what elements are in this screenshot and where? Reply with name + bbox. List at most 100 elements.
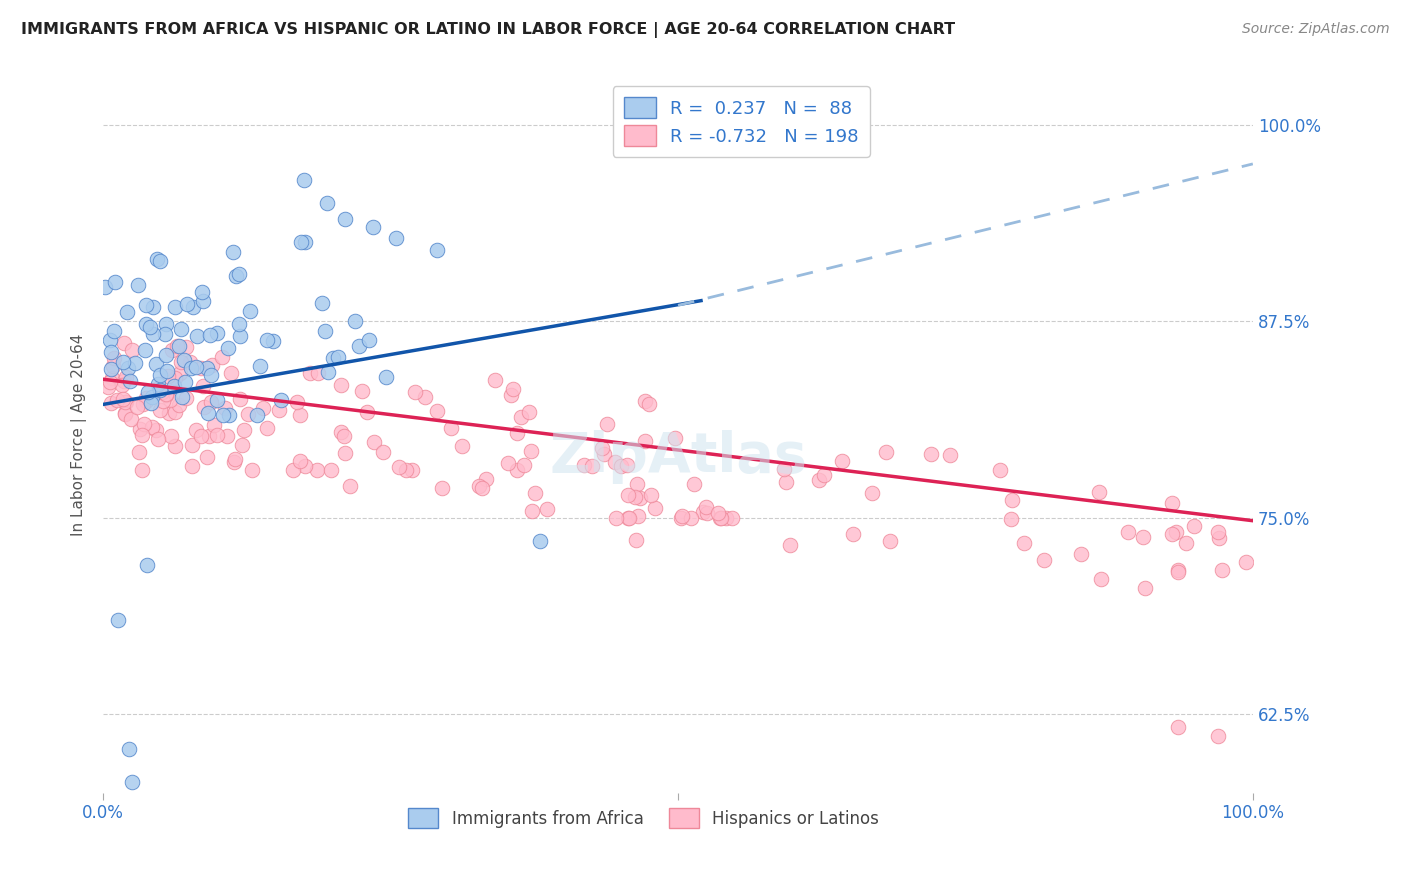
Point bbox=[142, 326, 165, 341]
Point bbox=[111, 392, 134, 406]
Point bbox=[1175, 536, 1198, 550]
Point bbox=[224, 455, 246, 469]
Point bbox=[498, 456, 520, 470]
Point bbox=[875, 445, 897, 459]
Point bbox=[142, 300, 165, 314]
Legend: Immigrants from Africa, Hispanics or Latinos: Immigrants from Africa, Hispanics or Lat… bbox=[402, 802, 886, 834]
Point bbox=[596, 417, 619, 431]
Point bbox=[149, 402, 172, 417]
Point bbox=[505, 425, 527, 440]
Point bbox=[152, 384, 174, 399]
Point bbox=[115, 304, 138, 318]
Point bbox=[121, 774, 143, 789]
Point bbox=[229, 328, 252, 343]
Point bbox=[157, 406, 180, 420]
Point bbox=[240, 463, 263, 477]
Point bbox=[529, 534, 551, 549]
Point bbox=[363, 219, 385, 234]
Point bbox=[117, 361, 139, 376]
Point bbox=[307, 366, 329, 380]
Point bbox=[167, 398, 190, 412]
Point bbox=[773, 462, 796, 476]
Point bbox=[111, 378, 134, 392]
Point bbox=[252, 401, 274, 415]
Point bbox=[1001, 492, 1024, 507]
Point bbox=[363, 434, 385, 449]
Point bbox=[395, 463, 418, 477]
Point bbox=[415, 390, 437, 404]
Point bbox=[474, 472, 496, 486]
Point bbox=[184, 423, 207, 437]
Point bbox=[156, 364, 179, 378]
Point bbox=[120, 374, 142, 388]
Point bbox=[201, 358, 224, 372]
Point bbox=[141, 420, 163, 434]
Point bbox=[121, 343, 143, 358]
Point bbox=[232, 423, 254, 437]
Point bbox=[779, 538, 801, 552]
Point bbox=[574, 458, 596, 472]
Point bbox=[141, 390, 163, 404]
Point bbox=[1160, 527, 1182, 541]
Point bbox=[159, 429, 181, 443]
Point bbox=[679, 510, 702, 524]
Point bbox=[290, 235, 312, 250]
Point bbox=[100, 396, 122, 410]
Point bbox=[205, 393, 228, 408]
Point bbox=[132, 397, 155, 411]
Point bbox=[195, 360, 218, 375]
Point bbox=[664, 430, 686, 444]
Point bbox=[671, 508, 693, 523]
Point bbox=[163, 300, 186, 314]
Point bbox=[624, 491, 647, 505]
Point bbox=[221, 366, 243, 380]
Point bbox=[1208, 729, 1230, 743]
Point bbox=[311, 295, 333, 310]
Point bbox=[307, 463, 329, 477]
Point bbox=[215, 428, 238, 442]
Point bbox=[149, 254, 172, 268]
Point bbox=[195, 450, 218, 464]
Point bbox=[155, 348, 177, 362]
Point bbox=[709, 510, 731, 524]
Point bbox=[1070, 547, 1092, 561]
Point bbox=[131, 463, 153, 477]
Point bbox=[328, 351, 350, 365]
Point bbox=[1133, 582, 1156, 596]
Point bbox=[179, 355, 201, 369]
Point bbox=[176, 341, 198, 355]
Point bbox=[581, 459, 603, 474]
Point bbox=[114, 407, 136, 421]
Point bbox=[322, 351, 344, 365]
Point bbox=[707, 506, 730, 520]
Point bbox=[388, 460, 411, 475]
Point bbox=[616, 488, 638, 502]
Point bbox=[1166, 565, 1188, 579]
Point bbox=[683, 477, 706, 491]
Point bbox=[98, 333, 121, 347]
Point bbox=[332, 429, 354, 443]
Point bbox=[440, 420, 463, 434]
Point bbox=[339, 479, 361, 493]
Point bbox=[359, 333, 381, 347]
Point bbox=[193, 400, 215, 414]
Point bbox=[290, 453, 312, 467]
Point bbox=[939, 448, 962, 462]
Point bbox=[207, 326, 229, 341]
Point bbox=[124, 355, 146, 369]
Point bbox=[831, 454, 853, 468]
Point bbox=[163, 405, 186, 419]
Point bbox=[172, 390, 194, 404]
Point bbox=[198, 428, 221, 442]
Point bbox=[1167, 563, 1189, 577]
Point bbox=[170, 322, 193, 336]
Point bbox=[1116, 524, 1139, 539]
Point bbox=[202, 418, 225, 433]
Point bbox=[145, 424, 167, 438]
Point bbox=[616, 458, 638, 473]
Point bbox=[385, 231, 408, 245]
Point bbox=[593, 447, 616, 461]
Point bbox=[197, 406, 219, 420]
Point bbox=[103, 325, 125, 339]
Point bbox=[114, 406, 136, 420]
